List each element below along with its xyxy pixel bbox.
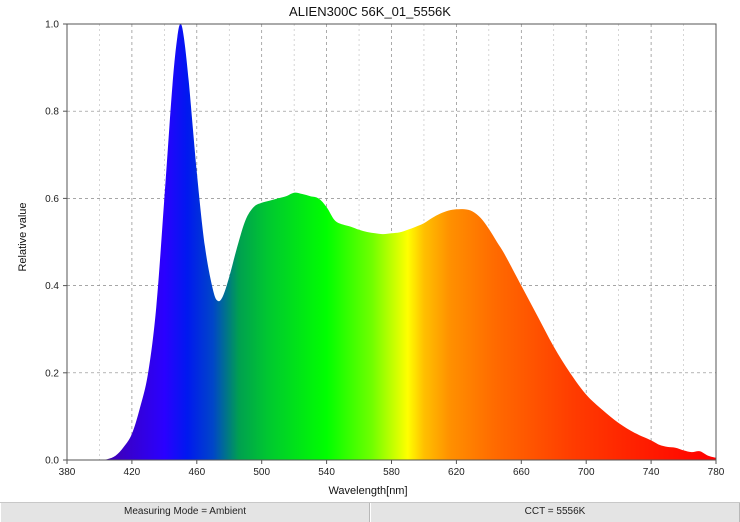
y-tick-label: 0.0	[45, 456, 59, 467]
x-axis-label: Wavelength[nm]	[328, 485, 407, 497]
spectrum-chart: 380 420 460 500 540 580 620 660 700 740 780 0.0 0.2…	[17, 4, 725, 497]
y-tick-label: 0.8	[45, 107, 59, 118]
y-axis-ticks: 0.0 0.2 0.4 0.6 0.8 1.0	[45, 20, 67, 467]
x-tick-label: 380	[59, 467, 76, 478]
x-axis-ticks: 380 420 460 500 540 580 620 660 700 740 780	[59, 460, 725, 478]
y-axis-label: Relative value	[17, 202, 29, 271]
x-tick-label: 660	[513, 467, 530, 478]
x-tick-label: 740	[643, 467, 660, 478]
x-tick-label: 580	[383, 467, 400, 478]
y-tick-label: 0.2	[45, 368, 59, 379]
spectrum-area	[99, 24, 716, 460]
x-tick-label: 780	[708, 467, 725, 478]
x-tick-label: 420	[124, 467, 141, 478]
x-tick-label: 620	[448, 467, 465, 478]
y-tick-label: 0.4	[45, 281, 59, 292]
x-tick-label: 700	[578, 467, 595, 478]
chart-title: ALIEN300C 56K_01_5556K	[289, 4, 451, 19]
x-tick-label: 460	[188, 467, 205, 478]
cct-status: CCT = 5556K	[370, 503, 740, 522]
y-tick-label: 0.6	[45, 194, 59, 205]
x-tick-label: 500	[253, 467, 270, 478]
status-bar: Measuring Mode = Ambient CCT = 5556K	[0, 502, 740, 522]
measuring-mode-status: Measuring Mode = Ambient	[0, 503, 370, 522]
y-tick-label: 1.0	[45, 20, 59, 31]
x-tick-label: 540	[318, 467, 335, 478]
